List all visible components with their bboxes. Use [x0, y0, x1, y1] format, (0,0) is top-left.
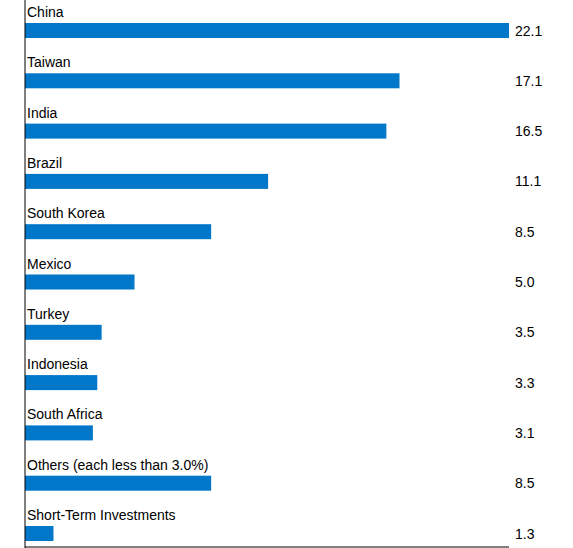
data-label: 8.5 [515, 475, 535, 491]
category-label: India [27, 105, 58, 121]
data-label: 3.5 [515, 324, 535, 340]
bar [25, 224, 211, 239]
category-label: Indonesia [27, 356, 88, 372]
chart-container: China 22.1 Taiwan 17.1 India 16.5 Brazil 11.1 So… [0, 0, 573, 548]
category-label: South Africa [27, 406, 103, 422]
data-label: 3.3 [515, 375, 535, 391]
bar [25, 275, 135, 290]
category-label: Brazil [27, 155, 62, 171]
bar [25, 124, 386, 139]
bar [25, 526, 53, 541]
range-line [25, 547, 509, 548]
data-label: 17.1 [515, 73, 542, 89]
bar [25, 23, 509, 38]
axis-line [25, 0, 26, 548]
category-label: Mexico [27, 256, 72, 272]
bars [25, 23, 509, 541]
category-label: China [27, 4, 64, 20]
data-label: 22.1 [515, 23, 542, 39]
bar [25, 425, 93, 440]
category-label: Others (each less than 3.0%) [27, 457, 208, 473]
bar [25, 476, 211, 491]
category-label: Taiwan [27, 54, 71, 70]
data-label: 8.5 [515, 224, 535, 240]
category-label: Short-Term Investments [27, 507, 176, 523]
bar [25, 325, 102, 340]
data-label: 5.0 [515, 274, 535, 290]
data-label: 11.1 [515, 173, 541, 189]
data-label: 3.1 [515, 425, 535, 441]
category-label: South Korea [27, 205, 105, 221]
labels: China 22.1 Taiwan 17.1 India 16.5 Brazil 11.1 So… [27, 4, 542, 542]
data-label: 1.3 [515, 526, 535, 542]
data-label: 16.5 [515, 123, 542, 139]
bar [25, 174, 268, 189]
chart-svg: China 22.1 Taiwan 17.1 India 16.5 Brazil 11.1 So… [0, 0, 573, 548]
bar [25, 375, 97, 390]
bar [25, 73, 399, 88]
category-label: Turkey [27, 306, 69, 322]
